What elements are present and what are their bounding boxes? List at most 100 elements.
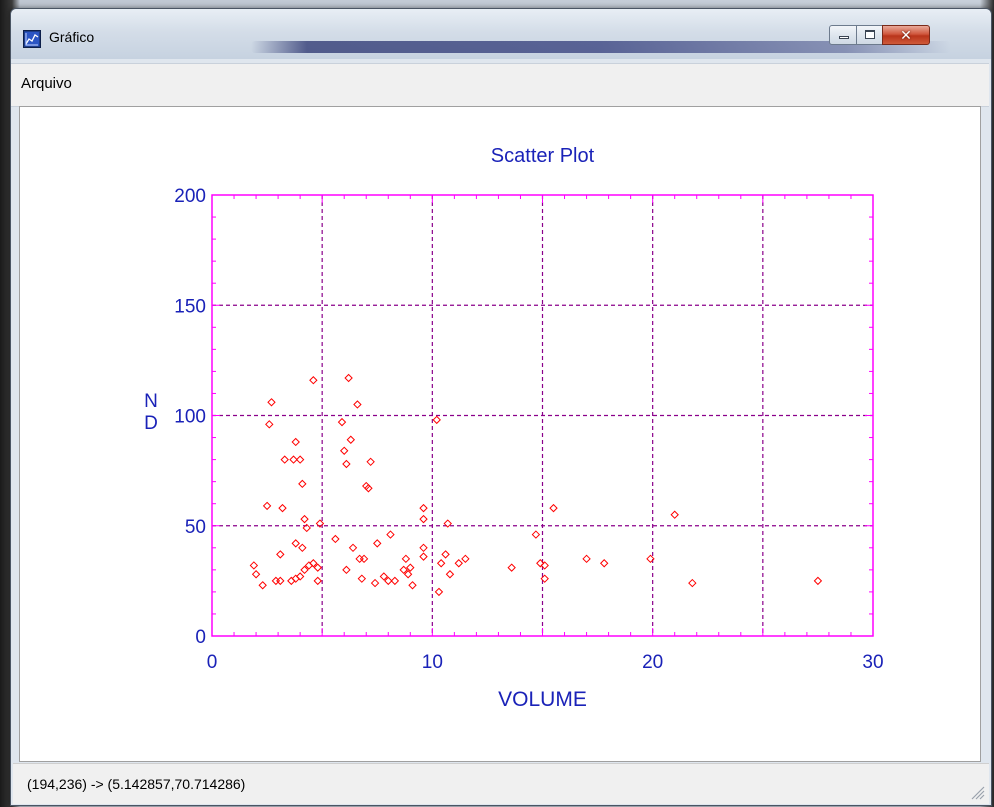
close-button[interactable]: ✕ xyxy=(882,25,930,45)
data-point xyxy=(348,543,358,553)
data-point xyxy=(540,574,549,583)
y-tick-label: 50 xyxy=(185,517,206,538)
data-point xyxy=(531,530,541,539)
data-point xyxy=(436,559,446,568)
data-point xyxy=(434,587,444,597)
menu-bar: Arquivo xyxy=(11,63,989,107)
data-point xyxy=(445,570,455,579)
data-point xyxy=(432,415,441,425)
menu-item-arquivo[interactable]: Arquivo xyxy=(21,75,72,92)
data-point xyxy=(419,552,428,561)
chart-title: Scatter Plot xyxy=(491,145,595,167)
data-point xyxy=(373,539,382,548)
data-point xyxy=(262,501,272,511)
chart-area[interactable]: Scatter Plot 0 10 20 30 0 50 100 150 200 VOLUME N D xyxy=(19,106,981,762)
data-point xyxy=(406,563,415,572)
chart-app-icon[interactable] xyxy=(23,30,41,48)
data-point xyxy=(599,559,609,568)
data-point xyxy=(357,574,367,583)
data-point xyxy=(355,554,364,564)
data-point xyxy=(646,554,655,564)
y-tick-label: 100 xyxy=(174,407,206,428)
status-bar: (194,236) -> (5.142857,70.714286) xyxy=(13,763,989,804)
data-point xyxy=(276,576,285,586)
data-point xyxy=(454,559,463,568)
maximize-icon xyxy=(865,30,875,39)
x-axis-label: VOLUME xyxy=(498,688,587,711)
data-point xyxy=(309,376,318,385)
data-point xyxy=(549,503,558,513)
data-point xyxy=(670,510,679,519)
data-point xyxy=(370,578,380,588)
data-point xyxy=(300,565,309,575)
x-tick-label: 0 xyxy=(207,652,218,673)
data-point xyxy=(419,503,428,513)
data-point xyxy=(271,576,281,586)
data-point xyxy=(309,559,318,568)
data-point xyxy=(384,576,393,586)
y-tick-label: 0 xyxy=(195,627,206,648)
title-bar[interactable]: Gráfico ✕ xyxy=(11,9,991,59)
data-point xyxy=(401,554,411,564)
data-point xyxy=(265,420,274,429)
data-point xyxy=(313,576,322,586)
status-coordinates: (194,236) -> (5.142857,70.714286) xyxy=(27,776,246,792)
y-axis-label: N xyxy=(144,391,158,412)
data-point xyxy=(302,523,311,533)
data-point xyxy=(342,565,351,575)
data-point xyxy=(507,563,516,572)
close-icon: ✕ xyxy=(900,27,912,43)
data-point xyxy=(258,581,267,590)
data-point xyxy=(276,550,285,559)
grafico-window: Gráfico ✕ Arquivo Scatter Plot 0 10 20 30 0 50… xyxy=(10,8,992,806)
data-point xyxy=(362,481,371,491)
data-point xyxy=(249,561,259,570)
data-point xyxy=(342,459,351,469)
data-point xyxy=(267,398,276,407)
data-point xyxy=(441,550,450,559)
data-point xyxy=(295,572,305,581)
data-point xyxy=(280,455,289,464)
minimize-icon xyxy=(839,36,849,39)
data-point xyxy=(315,519,325,528)
data-point xyxy=(419,514,428,524)
scatter-chart: Scatter Plot 0 10 20 30 0 50 100 150 200 VOLUME ND xyxy=(144,145,883,711)
data-point xyxy=(403,570,413,579)
data-point xyxy=(278,503,287,513)
data-point xyxy=(298,479,307,489)
data-point xyxy=(289,455,298,464)
data-point xyxy=(291,539,300,548)
x-tick-label: 20 xyxy=(642,652,663,673)
data-point xyxy=(331,534,340,544)
data-point xyxy=(300,514,309,524)
x-tick-label: 30 xyxy=(862,652,883,673)
data-point xyxy=(386,530,395,539)
y-tick-label: 150 xyxy=(174,296,206,317)
resize-grip-icon[interactable] xyxy=(969,784,985,800)
data-point xyxy=(540,561,549,570)
data-point xyxy=(419,543,428,553)
data-point xyxy=(408,581,417,590)
data-point xyxy=(390,576,400,586)
minimize-button[interactable] xyxy=(829,25,857,45)
title-bar-glass xyxy=(251,41,951,53)
maximize-button[interactable] xyxy=(856,25,883,45)
window-title: Gráfico xyxy=(49,29,95,45)
data-point xyxy=(443,519,452,528)
data-point xyxy=(688,578,697,588)
data-point xyxy=(359,554,369,564)
plot-frame xyxy=(211,194,874,637)
data-point xyxy=(813,576,823,586)
data-point xyxy=(251,570,261,579)
data-point xyxy=(344,373,353,383)
data-point xyxy=(298,543,307,553)
data-point xyxy=(346,435,356,444)
data-point xyxy=(366,457,375,467)
x-tick-label: 10 xyxy=(422,652,443,673)
data-point xyxy=(313,563,322,572)
data-point xyxy=(461,554,470,564)
data-point xyxy=(582,554,591,564)
data-point xyxy=(399,565,408,575)
y-tick-label: 200 xyxy=(174,186,206,207)
data-point xyxy=(337,417,347,427)
